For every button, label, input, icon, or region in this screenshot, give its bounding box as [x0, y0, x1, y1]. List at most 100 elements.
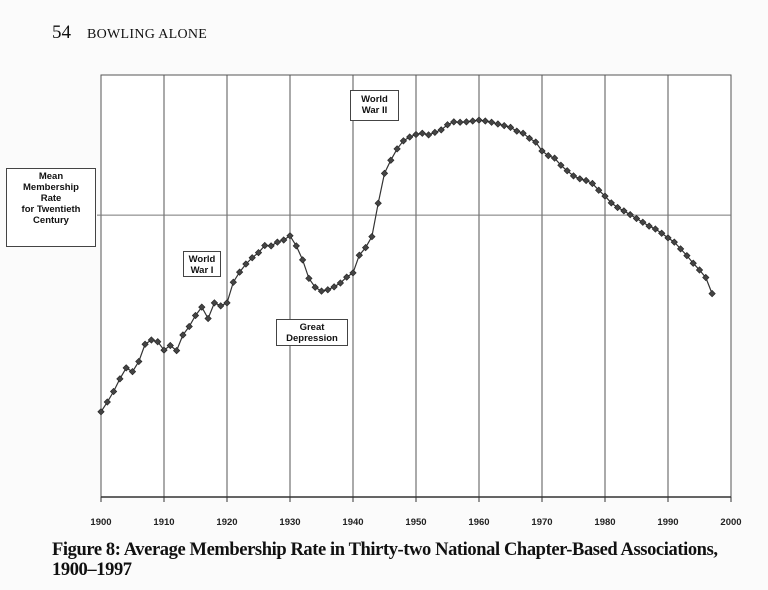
data-point	[626, 211, 634, 219]
data-point	[160, 346, 168, 354]
data-point	[103, 398, 111, 406]
mean-line-label: Mean Membership Rate for Twentieth Centu…	[6, 168, 96, 247]
data-point	[695, 266, 704, 274]
data-point	[311, 283, 319, 291]
data-point	[658, 229, 666, 237]
x-tick-label: 1980	[594, 517, 615, 528]
data-point	[217, 302, 225, 310]
data-point	[166, 341, 174, 350]
data-point	[298, 256, 307, 264]
data-point	[267, 242, 275, 250]
data-point	[229, 278, 237, 286]
data-point	[462, 118, 471, 126]
data-point	[122, 364, 130, 372]
data-point	[595, 186, 603, 194]
data-point	[273, 238, 282, 246]
data-point	[487, 118, 496, 126]
data-point	[702, 273, 710, 282]
data-point	[343, 273, 351, 281]
data-point	[185, 322, 193, 331]
data-point	[204, 314, 212, 323]
data-point	[513, 127, 521, 135]
data-point	[324, 286, 332, 294]
data-point	[550, 154, 559, 162]
data-point	[374, 199, 382, 207]
x-tick-label: 1990	[657, 517, 678, 528]
data-point	[109, 387, 118, 396]
data-point	[563, 167, 571, 175]
annotation-great-depression: Great Depression	[276, 319, 348, 346]
data-point	[456, 118, 464, 126]
data-point	[305, 274, 313, 283]
data-point	[431, 128, 439, 137]
x-tick-label: 1970	[531, 517, 552, 528]
data-point	[248, 254, 256, 262]
data-point	[519, 129, 527, 137]
data-point	[223, 299, 231, 307]
data-point	[387, 156, 395, 164]
data-point	[676, 245, 685, 253]
annotation-world-war-i: World War I	[183, 251, 221, 277]
data-point	[191, 311, 200, 320]
x-tick-label: 2000	[720, 517, 741, 528]
data-point	[418, 129, 426, 137]
figure-caption: Figure 8: Average Membership Rate in Thi…	[52, 540, 718, 580]
data-point	[349, 269, 357, 277]
data-point	[481, 117, 489, 125]
data-point	[179, 331, 187, 339]
data-point	[613, 203, 622, 212]
data-point	[689, 259, 697, 267]
data-point	[424, 131, 433, 139]
data-point	[198, 303, 206, 311]
data-point	[607, 199, 615, 207]
data-point	[172, 346, 181, 355]
data-point	[399, 137, 408, 145]
x-tick-label: 1950	[405, 517, 426, 528]
data-point	[437, 126, 445, 134]
data-point	[361, 243, 370, 252]
data-point	[393, 145, 401, 153]
data-point	[475, 116, 483, 124]
data-point	[235, 268, 244, 276]
data-point	[368, 233, 376, 241]
data-point	[443, 121, 452, 129]
data-point	[355, 251, 363, 259]
data-point	[292, 242, 300, 250]
annotation-world-war-ii: World War II	[350, 90, 399, 121]
x-tick-label: 1940	[342, 517, 363, 528]
data-point	[469, 117, 477, 125]
data-point	[588, 179, 597, 188]
data-point	[286, 232, 294, 240]
data-point	[506, 123, 515, 131]
data-point	[601, 192, 609, 200]
data-point	[620, 207, 628, 215]
data-point	[639, 218, 647, 226]
data-point	[532, 138, 540, 146]
data-point	[538, 147, 546, 155]
data-point	[645, 222, 653, 230]
data-point	[280, 236, 288, 244]
data-point	[154, 338, 162, 346]
data-point	[412, 130, 420, 139]
data-point	[380, 169, 389, 177]
data-point	[557, 161, 565, 169]
data-point	[242, 260, 250, 268]
data-point	[210, 299, 219, 307]
running-title: BOWLING ALONE	[87, 27, 208, 42]
data-point	[525, 134, 534, 142]
data-point	[128, 368, 137, 376]
data-point	[450, 118, 458, 126]
x-tick-label: 1900	[90, 517, 111, 528]
data-point	[651, 225, 660, 233]
data-point	[317, 287, 326, 295]
data-point	[261, 241, 269, 250]
data-point	[500, 122, 508, 130]
data-point	[708, 289, 716, 298]
page-header: 54 BOWLING ALONE	[52, 22, 207, 44]
x-tick-label: 1930	[279, 517, 300, 528]
x-tick-label: 1920	[216, 517, 237, 528]
data-point	[336, 279, 345, 287]
data-point	[254, 249, 263, 257]
data-point	[632, 214, 641, 223]
